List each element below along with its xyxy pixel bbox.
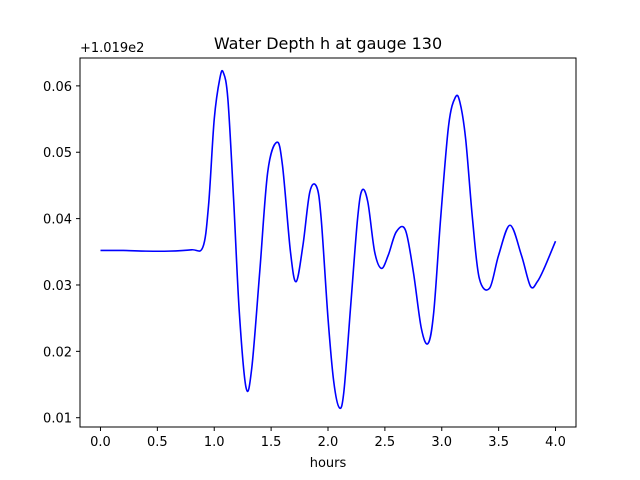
x-tick-label: 3.0 — [431, 435, 452, 450]
y-axis-offset-label: +1.019e2 — [80, 41, 144, 56]
x-tick-label: 1.5 — [261, 435, 282, 450]
x-axis-label: hours — [310, 456, 347, 471]
axes-frame — [79, 57, 577, 428]
y-tick-label: 0.06 — [43, 80, 72, 95]
x-tick-label: 0.5 — [147, 435, 168, 450]
y-tick-label: 0.01 — [43, 412, 72, 427]
x-tick-label: 2.5 — [375, 435, 396, 450]
x-tick-label: 3.5 — [488, 435, 509, 450]
y-axis-ticks: 0.01 0.02 0.03 0.04 0.05 0.06 — [43, 80, 80, 427]
x-tick-label: 0.0 — [90, 435, 111, 450]
y-tick-label: 0.05 — [43, 146, 72, 161]
plot-area — [100, 69, 557, 410]
x-axis-ticks: 0.0 0.5 1.0 1.5 2.0 2.5 3.0 3.5 4.0 — [90, 427, 566, 450]
y-tick-label: 0.04 — [43, 213, 72, 228]
x-tick-label: 2.0 — [318, 435, 339, 450]
y-tick-label: 0.03 — [43, 279, 72, 294]
x-tick-label: 1.0 — [204, 435, 225, 450]
y-tick-label: 0.02 — [43, 345, 72, 360]
series-line — [100, 69, 557, 410]
x-tick-label: 4.0 — [545, 435, 566, 450]
chart-title: Water Depth h at gauge 130 — [214, 34, 442, 53]
